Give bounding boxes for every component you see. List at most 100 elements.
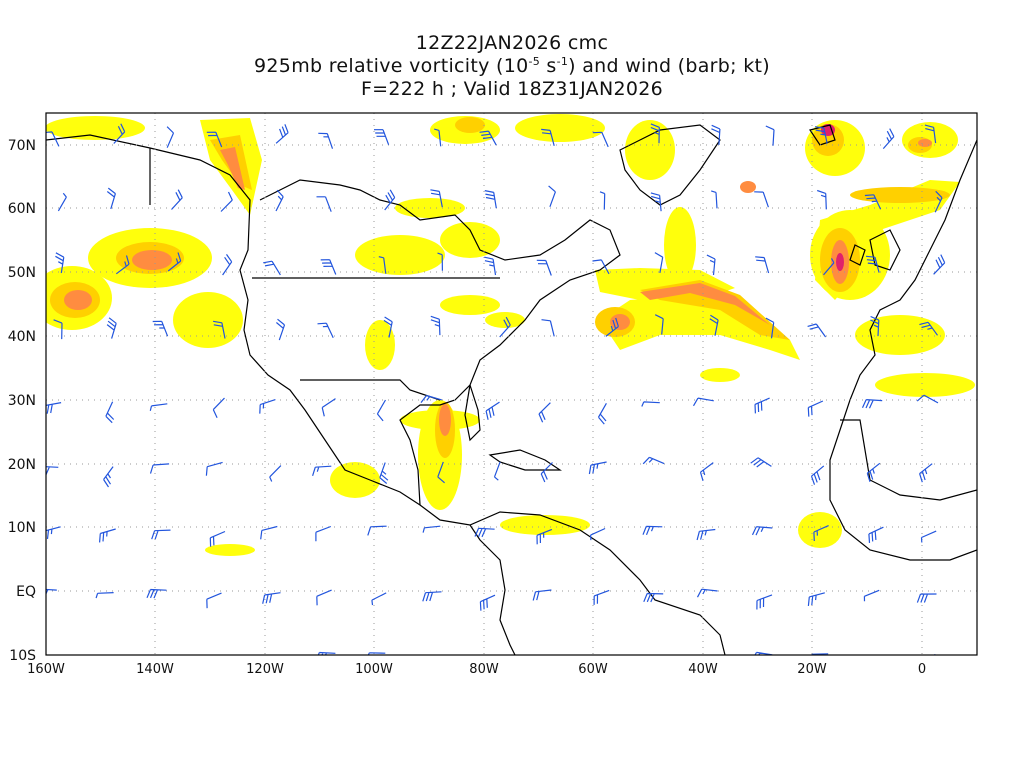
wind-barb — [312, 465, 332, 476]
vorticity-shading — [46, 114, 975, 556]
wind-barb — [650, 192, 662, 212]
wind-barbs — [46, 123, 946, 671]
y-tick-label: 70N — [8, 138, 36, 154]
wind-barb — [916, 394, 939, 404]
wind-barb — [434, 128, 442, 147]
wind-barb — [541, 319, 555, 337]
coastlines — [46, 124, 977, 655]
y-tick-label: 50N — [8, 265, 36, 281]
wind-barb — [318, 132, 334, 149]
wind-barb — [151, 529, 171, 540]
wind-barb — [692, 397, 714, 407]
wind-barb — [864, 657, 883, 666]
wind-barb — [383, 316, 393, 338]
wind-barb — [654, 314, 664, 335]
x-tick-label: 40W — [688, 662, 718, 677]
wind-barb — [599, 191, 606, 210]
wind-barb — [814, 126, 828, 144]
wind-barb — [823, 258, 835, 276]
wind-barb — [548, 185, 556, 208]
wind-barb — [864, 194, 882, 210]
wind-barb — [430, 189, 443, 208]
wind-barb — [807, 400, 824, 417]
wind-barb — [115, 255, 130, 275]
wind-barb — [376, 399, 387, 422]
wind-barb — [642, 456, 665, 465]
wind-barb — [916, 593, 937, 603]
wind-barb — [711, 124, 721, 145]
wind-barb — [437, 252, 443, 271]
wind-barb — [378, 256, 387, 274]
wind-barb — [484, 190, 497, 209]
map-frame — [45, 112, 978, 656]
wind-barb — [920, 530, 937, 543]
wind-barb — [765, 317, 775, 339]
wind-barb — [919, 463, 933, 483]
wind-barb — [259, 399, 276, 414]
wind-barb — [811, 653, 829, 655]
wind-barb — [538, 402, 551, 423]
wind-barb — [536, 259, 552, 276]
wind-barb — [209, 530, 226, 547]
x-tick-label: 20W — [797, 662, 827, 677]
wind-barb — [46, 402, 62, 414]
wind-barb — [367, 525, 387, 536]
wind-barb — [765, 125, 775, 146]
wind-barb — [807, 323, 827, 338]
wind-barb — [57, 192, 67, 212]
wind-barb — [379, 462, 389, 484]
y-tick-label: 30N — [8, 393, 36, 409]
wind-barb — [540, 462, 553, 483]
x-tick-label: 120W — [246, 662, 284, 677]
wind-barb — [207, 657, 223, 671]
wind-barb — [422, 591, 442, 602]
wind-barb — [755, 256, 770, 274]
title-line-1: 12Z22JAN2026 cmc — [415, 32, 609, 54]
wind-barb — [316, 589, 332, 606]
title-exponent-2: -1 — [556, 55, 569, 68]
wind-barb — [113, 123, 126, 144]
wind-barb — [317, 322, 334, 338]
wind-barb — [316, 196, 332, 212]
wind-barb — [532, 658, 549, 666]
wind-barb — [861, 399, 883, 409]
wind-barb — [654, 252, 664, 274]
wind-barb — [479, 130, 497, 146]
wind-barb — [592, 259, 610, 275]
y-tick-label: 20N — [8, 457, 36, 473]
wind-barb — [754, 397, 770, 414]
vorticity-high-fill — [64, 139, 932, 436]
wind-barb — [106, 317, 117, 339]
wind-barb — [650, 123, 660, 144]
wind-barb — [933, 254, 946, 275]
wind-barb — [706, 254, 716, 276]
wind-barb — [499, 316, 511, 338]
title-line-2-post: ) and wind (barb; kt) — [568, 55, 770, 77]
x-tick-label: 80W — [469, 662, 499, 677]
y-tick-label: 10S — [9, 648, 36, 664]
wind-barb — [371, 592, 387, 606]
wind-barb — [149, 463, 170, 474]
wind-barb — [866, 462, 881, 482]
wind-barb — [152, 320, 169, 337]
wind-barb — [206, 592, 222, 609]
y-axis-labels: 10S EQ 10N 20N 30N 40N 50N 60N 70N — [8, 138, 36, 664]
wind-barb — [206, 131, 223, 148]
wind-barb — [320, 259, 337, 275]
wind-barb — [321, 398, 336, 417]
wind-barb — [754, 191, 769, 208]
map-background — [46, 113, 977, 655]
wind-barb — [541, 128, 555, 146]
wind-barb — [807, 592, 825, 606]
y-tick-label: 40N — [8, 329, 36, 345]
wind-barb — [276, 318, 286, 341]
wind-barb — [149, 403, 168, 411]
wind-barb — [105, 401, 115, 424]
x-tick-label: 100W — [355, 662, 393, 677]
wind-barb — [696, 588, 718, 598]
wind-barb — [532, 589, 552, 601]
wind-barb — [536, 528, 553, 545]
wind-barb — [95, 592, 114, 599]
wind-barb — [262, 592, 281, 604]
wind-barb — [106, 187, 116, 210]
